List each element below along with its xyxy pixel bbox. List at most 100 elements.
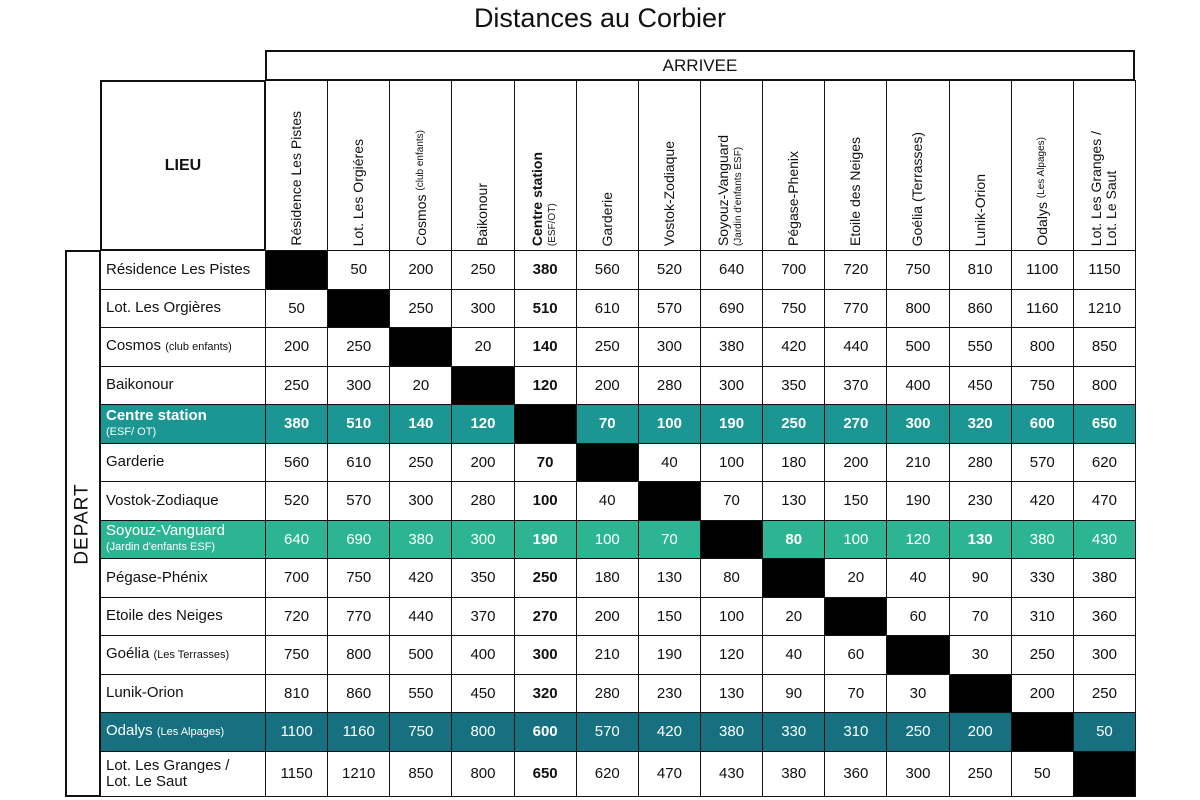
- distance-cell: 800: [886, 288, 950, 328]
- diagonal-cell: [513, 404, 577, 444]
- row-header: Odalys (Les Alpages): [100, 712, 266, 752]
- row-header: Lot. Les Granges / Lot. Le Saut: [100, 750, 266, 797]
- row-name: Résidence Les Pistes: [106, 260, 251, 278]
- depart-header: DEPART: [65, 250, 101, 797]
- distance-cell: 250: [948, 750, 1012, 797]
- distance-cell: 380: [700, 327, 764, 367]
- distance-cell: 100: [824, 519, 888, 559]
- distance-cell: 750: [1010, 365, 1074, 405]
- distance-cell: 850: [1072, 327, 1136, 367]
- column-header-label: Goélia (Terrasses): [909, 131, 926, 246]
- distance-cell: 200: [451, 442, 515, 482]
- column-header-label: Centre station (ESF/OT): [528, 151, 561, 246]
- distance-cell: 280: [948, 442, 1012, 482]
- distance-cell: 500: [389, 635, 453, 675]
- column-header-label: Lunik-Orion: [972, 174, 988, 246]
- row-header: Garderie: [100, 442, 266, 482]
- column-header-label: Garderie: [599, 192, 615, 246]
- distance-cell: 330: [1010, 558, 1074, 598]
- distance-cell: 180: [575, 558, 639, 598]
- distance-cell: 270: [824, 404, 888, 444]
- distance-cell: 280: [575, 673, 639, 713]
- depart-label: DEPART: [72, 482, 94, 565]
- row-name: Soyouz-Vanguard: [106, 522, 225, 540]
- distance-cell: 520: [637, 250, 701, 290]
- row-header-label: Garderie: [106, 454, 164, 470]
- column-name: Baikonour: [474, 182, 491, 246]
- distance-cell: 70: [513, 442, 577, 482]
- column-header: Odalys (Les Alpages): [1010, 80, 1074, 251]
- column-subname: (ESF/OT): [546, 203, 558, 246]
- distance-cell: 140: [389, 404, 453, 444]
- distance-cell: 1160: [327, 712, 391, 752]
- distance-cell: 570: [575, 712, 639, 752]
- row-header-label: Résidence Les Pistes: [106, 260, 251, 278]
- distance-cell: 360: [1072, 596, 1136, 636]
- distance-cell: 360: [824, 750, 888, 797]
- distance-cell: 30: [886, 673, 950, 713]
- distance-cell: 560: [265, 442, 329, 482]
- distance-cell: 100: [637, 404, 701, 444]
- column-header-label: Etoile des Neiges: [847, 137, 864, 246]
- distance-cell: 50: [327, 250, 391, 290]
- column-name: Odalys: [1034, 202, 1051, 246]
- distance-cell: 70: [700, 481, 764, 521]
- row-header: Baikonour: [100, 365, 266, 405]
- distance-cell: 100: [700, 442, 764, 482]
- distance-cell: 370: [451, 596, 515, 636]
- column-subname: (Les Alpages): [1036, 137, 1048, 199]
- column-name: Etoile des Neiges: [847, 137, 864, 246]
- column-name: Pégase-Phenix: [785, 151, 802, 246]
- distance-cell: 810: [948, 250, 1012, 290]
- arrivee-header: ARRIVEE: [265, 50, 1135, 81]
- row-subname: (ESF/ OT): [106, 425, 157, 438]
- distance-cell: 60: [886, 596, 950, 636]
- diagonal-cell: [700, 519, 764, 559]
- column-name: Cosmos: [412, 194, 429, 246]
- row-name: Etoile des Neiges: [106, 607, 223, 625]
- row-header: Lot. Les Orgières: [100, 288, 266, 328]
- row-header-label: Cosmos (club enfants): [106, 338, 232, 355]
- distance-cell: 470: [1072, 481, 1136, 521]
- column-name: Goélia (Terrasses): [909, 131, 926, 246]
- distance-cell: 70: [575, 404, 639, 444]
- distance-cell: 380: [265, 404, 329, 444]
- distance-cell: 380: [1010, 519, 1074, 559]
- distance-cell: 300: [451, 519, 515, 559]
- row-name: Pégase-Phénix: [106, 568, 208, 586]
- distance-cell: 750: [762, 288, 826, 328]
- distance-cell: 320: [513, 673, 577, 713]
- row-name: Centre station: [106, 406, 207, 424]
- distance-cell: 250: [1010, 635, 1074, 675]
- row-name: Lot. Les Granges /: [106, 756, 230, 774]
- distance-cell: 440: [824, 327, 888, 367]
- distance-cell: 40: [762, 635, 826, 675]
- distance-cell: 720: [265, 596, 329, 636]
- distance-cell: 610: [575, 288, 639, 328]
- distance-cell: 1150: [1072, 250, 1136, 290]
- column-header-label: Lot. Les Orgiéres: [350, 139, 366, 246]
- column-header-label: Pégase-Phenix: [785, 151, 802, 246]
- distance-cell: 60: [824, 635, 888, 675]
- distance-cell: 50: [1072, 712, 1136, 752]
- distance-cell: 250: [389, 442, 453, 482]
- column-name: Vostok-Zodiaque: [660, 140, 677, 246]
- row-header-label: Soyouz-Vanguard (Jardin d'enfants ESF): [106, 523, 225, 555]
- column-name: Centre station: [528, 151, 545, 246]
- diagonal-cell: [389, 327, 453, 367]
- distance-cell: 190: [513, 519, 577, 559]
- distance-cell: 650: [1072, 404, 1136, 444]
- distance-cell: 570: [1010, 442, 1074, 482]
- column-header-label: Baikonour: [474, 182, 491, 246]
- distance-cell: 430: [700, 750, 764, 797]
- distance-cell: 860: [327, 673, 391, 713]
- distance-cell: 20: [762, 596, 826, 636]
- row-name: Baikonour: [106, 376, 174, 394]
- distance-cell: 500: [886, 327, 950, 367]
- row-header-label: Odalys (Les Alpages): [106, 723, 224, 740]
- row-header-label: Centre station (ESF/ OT): [106, 406, 207, 440]
- distance-cell: 280: [451, 481, 515, 521]
- diagonal-cell: [886, 635, 950, 675]
- distance-cell: 300: [637, 327, 701, 367]
- column-name: Lot. Les Granges /: [1088, 130, 1105, 246]
